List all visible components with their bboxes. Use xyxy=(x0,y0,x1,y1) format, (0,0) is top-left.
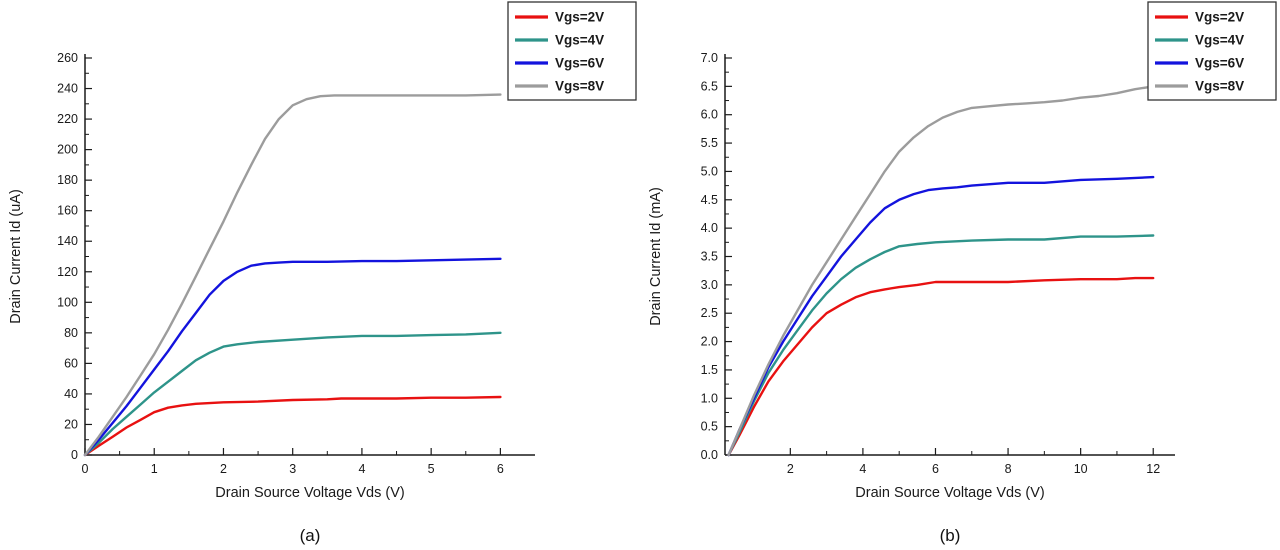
series-line-vgs-2v xyxy=(727,276,1155,457)
x-tick-label: 2 xyxy=(787,462,794,476)
caption-a: (a) xyxy=(299,526,321,545)
y-tick-label: 4.5 xyxy=(701,193,718,207)
x-tick-label: 4 xyxy=(358,462,365,476)
legend-item: Vgs=6V xyxy=(515,56,604,71)
y-tick-label: 6.5 xyxy=(701,79,718,93)
y-tick-label: 100 xyxy=(57,295,78,309)
x-axis-title: Drain Source Voltage Vds (V) xyxy=(215,485,404,501)
y-tick-label: 5.0 xyxy=(701,164,718,178)
chart-b: 2 4 6 8 10 12 0.0 0.5 1.0 1.5 2.0 2.5 3.0 3.5 4.0 4.5 5.… xyxy=(648,1,1277,501)
x-tick-label: 10 xyxy=(1074,462,1088,476)
series-line-vgs-8v xyxy=(83,93,502,457)
x-tick-label: 5 xyxy=(428,462,435,476)
series-line-vgs-2v xyxy=(83,395,502,457)
legend-item: Vgs=2V xyxy=(515,10,604,25)
y-tick-label: 240 xyxy=(57,82,78,96)
series-line-vgs-4v xyxy=(727,234,1155,457)
y-tick-label: 0.0 xyxy=(701,448,718,462)
x-tick-label: 0 xyxy=(82,462,89,476)
y-tick-label: 1.0 xyxy=(701,391,718,405)
legend-label: Vgs=4V xyxy=(1195,33,1244,48)
y-tick-label: 60 xyxy=(64,356,78,370)
y-tick-label: 3.5 xyxy=(701,250,718,264)
y-axis-title: Drain Current Id (mA) xyxy=(648,187,664,326)
y-tick-label: 200 xyxy=(57,143,78,157)
legend-label: Vgs=6V xyxy=(1195,56,1244,71)
legend-item: Vgs=4V xyxy=(1155,33,1244,48)
x-tick-label: 3 xyxy=(289,462,296,476)
y-tick-label: 20 xyxy=(64,417,78,431)
chart-panel-a: 0 1 2 3 4 5 6 0 20 40 60 80 100 120 140 160 180 200 220 240… xyxy=(8,1,637,545)
y-tick-label: 140 xyxy=(57,234,78,248)
y-axis-title: Drain Current Id (uA) xyxy=(8,189,24,324)
y-tick-label: 160 xyxy=(57,204,78,218)
y-tick-label: 5.5 xyxy=(701,136,718,150)
y-tick-label: 120 xyxy=(57,265,78,279)
y-tick-label: 220 xyxy=(57,112,78,126)
x-axis-title: Drain Source Voltage Vds (V) xyxy=(855,485,1044,501)
y-tick-label: 260 xyxy=(57,51,78,65)
legend-item: Vgs=2V xyxy=(1155,10,1244,25)
x-tick-label: 8 xyxy=(1005,462,1012,476)
x-tick-label: 6 xyxy=(497,462,504,476)
y-tick-label: 80 xyxy=(64,326,78,340)
x-tick-label: 1 xyxy=(151,462,158,476)
caption-b: (b) xyxy=(939,526,961,545)
legend-label: Vgs=8V xyxy=(1195,79,1244,94)
y-tick-label: 2.5 xyxy=(701,306,718,320)
legend-label: Vgs=4V xyxy=(555,33,604,48)
chart-panel-b: 2 4 6 8 10 12 0.0 0.5 1.0 1.5 2.0 2.5 3.0 3.5 4.0 4.5 5.… xyxy=(640,0,1280,550)
series-line-vgs-8v xyxy=(727,85,1155,457)
legend-item: Vgs=8V xyxy=(1155,79,1244,94)
y-tick-label: 0.5 xyxy=(701,420,718,434)
x-tick-label: 12 xyxy=(1146,462,1160,476)
y-tick-label: 6.0 xyxy=(701,108,718,122)
y-tick-label: 7.0 xyxy=(701,51,718,65)
y-tick-label: 4.0 xyxy=(701,221,718,235)
y-tick-label: 0 xyxy=(71,448,78,462)
legend-label: Vgs=6V xyxy=(555,56,604,71)
y-tick-label: 2.0 xyxy=(701,335,718,349)
legend-item: Vgs=4V xyxy=(515,33,604,48)
y-tick-label: 180 xyxy=(57,173,78,187)
series-line-vgs-6v xyxy=(83,257,502,457)
y-tick-label: 3.0 xyxy=(701,278,718,292)
y-tick-label: 1.5 xyxy=(701,363,718,377)
legend-item: Vgs=6V xyxy=(1155,56,1244,71)
legend-item: Vgs=8V xyxy=(515,79,604,94)
legend-label: Vgs=2V xyxy=(555,10,604,25)
legend: Vgs=2V Vgs=4V Vgs=6V Vgs=8V xyxy=(507,1,637,101)
x-tick-label: 2 xyxy=(220,462,227,476)
legend-label: Vgs=2V xyxy=(1195,10,1244,25)
series-line-vgs-4v xyxy=(83,331,502,457)
legend: Vgs=2V Vgs=4V Vgs=6V Vgs=8V xyxy=(1147,1,1277,101)
chart-a: 0 1 2 3 4 5 6020406080100120140160180200220240… xyxy=(8,1,637,501)
x-tick-label: 4 xyxy=(859,462,866,476)
y-tick-label: 40 xyxy=(64,387,78,401)
series-line-vgs-6v xyxy=(727,175,1155,457)
legend-label: Vgs=8V xyxy=(555,79,604,94)
x-tick-label: 6 xyxy=(932,462,939,476)
